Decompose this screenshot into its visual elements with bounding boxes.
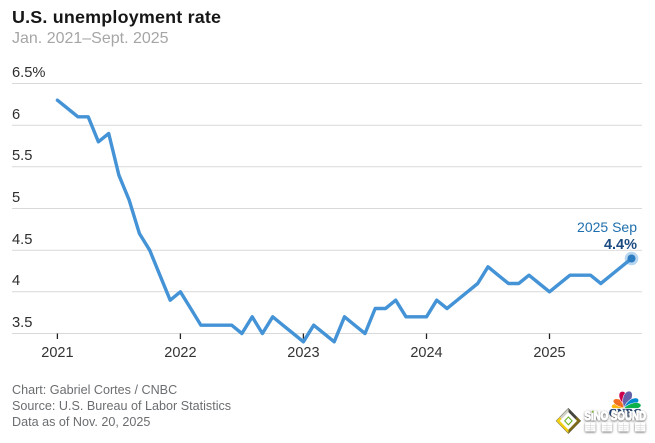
svg-text:CNBC: CNBC: [609, 408, 642, 420]
svg-text:SiNO SOUND: SiNO SOUND: [585, 409, 647, 423]
